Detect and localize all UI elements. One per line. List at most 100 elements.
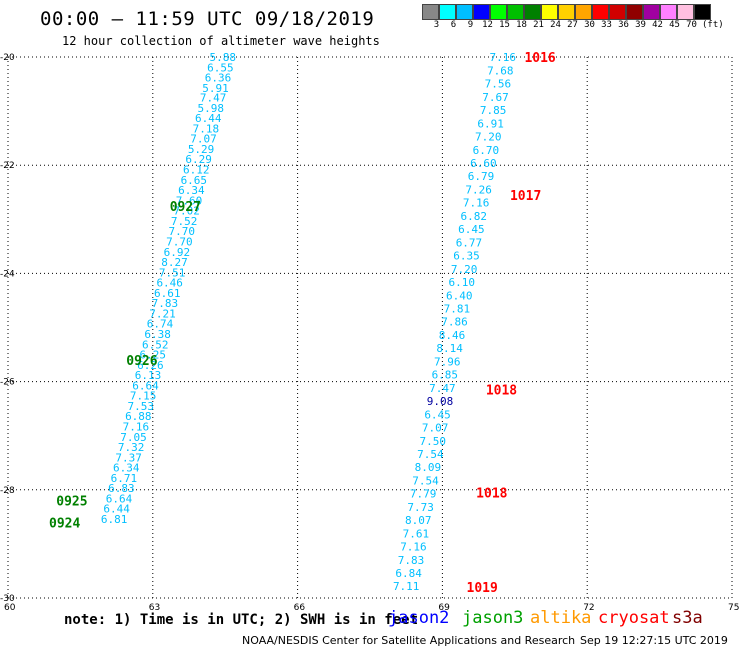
- swh-data-label: 6.34: [113, 462, 140, 475]
- swh-data-label: 5.91: [202, 82, 229, 95]
- chart-subtitle: 12 hour collection of altimeter wave hei…: [62, 34, 380, 48]
- swh-data-label: 6.82: [461, 210, 488, 223]
- legend-swatch: [524, 4, 541, 20]
- legend-swatch: [456, 4, 473, 20]
- legend-label: 70: [686, 20, 697, 30]
- legend-swatch: [677, 4, 694, 20]
- legend-label: 6: [450, 20, 457, 30]
- x-tick-label: 60: [4, 603, 16, 613]
- legend-swatch: [575, 4, 592, 20]
- swh-data-label: 7.53: [127, 400, 154, 413]
- time-label: 0924: [49, 516, 80, 531]
- swh-data-label: 7.18: [193, 122, 220, 135]
- time-label: 1019: [467, 581, 498, 596]
- swh-data-label: 7.60: [176, 194, 203, 207]
- legend-label: 21: [533, 20, 544, 30]
- time-label: 1016: [524, 51, 555, 66]
- swh-data-label: 6.91: [477, 118, 504, 131]
- swh-data-label: 6.64: [106, 492, 133, 505]
- swh-data-label: 7.85: [480, 104, 507, 117]
- swh-data-label: 7.81: [444, 303, 471, 316]
- swh-data-label: 6.45: [424, 409, 451, 422]
- legend-swatch: [643, 4, 660, 20]
- legend-swatch: [660, 4, 677, 20]
- y-tick-label: -30: [0, 594, 15, 604]
- swh-data-label: 6.10: [448, 276, 475, 289]
- swh-data-label: 7.32: [118, 441, 145, 454]
- legend-label: 36: [618, 20, 629, 30]
- swh-data-label: 6.88: [125, 410, 152, 423]
- swh-data-label: 6.38: [144, 328, 171, 341]
- swh-data-label: 5.98: [197, 102, 224, 115]
- swh-data-label: 8.07: [405, 514, 432, 527]
- x-tick-label: 75: [728, 603, 739, 613]
- legend-label: 12: [482, 20, 493, 30]
- swh-data-label: 7.05: [120, 431, 147, 444]
- swh-data-label: 7.73: [407, 501, 434, 514]
- legend-label: 45: [669, 20, 680, 30]
- footer-note: note: 1) Time is in UTC; 2) SWH is in fe…: [64, 612, 419, 628]
- swh-data-label: 6.44: [103, 503, 130, 516]
- legend-label: 30: [584, 20, 595, 30]
- swh-data-label: 6.44: [195, 112, 222, 125]
- swh-data-label: 5.88: [210, 51, 237, 64]
- swh-data-label: 7.07: [422, 422, 449, 435]
- time-label: 1018: [486, 384, 517, 399]
- swh-data-label: 7.50: [419, 435, 446, 448]
- swh-data-label: 7.70: [166, 235, 193, 248]
- swh-data-label: 6.46: [156, 277, 183, 290]
- swh-data-label: 8.46: [439, 329, 466, 342]
- swh-data-label: 6.26: [137, 359, 164, 372]
- x-tick-label: 69: [438, 603, 450, 613]
- swh-data-label: 6.81: [101, 513, 128, 526]
- legend-unit: (ft): [702, 20, 724, 30]
- legend-swatch: [558, 4, 575, 20]
- y-tick-label: -24: [0, 269, 15, 279]
- swh-data-label: 7.16: [123, 421, 150, 434]
- legend-label: 9: [467, 20, 474, 30]
- swh-data-label: 6.79: [468, 170, 495, 183]
- legend-swatches: [422, 4, 724, 20]
- y-tick-label: -20: [0, 53, 15, 63]
- legend-swatch: [490, 4, 507, 20]
- legend-label: 39: [635, 20, 646, 30]
- swh-data-label: 6.36: [205, 72, 232, 85]
- swh-data-label: 6.84: [395, 567, 422, 580]
- swh-data-label: 7.51: [159, 266, 186, 279]
- swh-data-label: 6.45: [458, 223, 485, 236]
- swh-data-label: 8.14: [436, 342, 463, 355]
- swh-data-label: 6.40: [446, 290, 473, 303]
- legend-label: 24: [550, 20, 561, 30]
- swh-data-label: 7.83: [398, 554, 425, 567]
- swh-data-label: 6.64: [132, 379, 159, 392]
- x-tick-label: 63: [149, 603, 160, 613]
- legend-label: 3: [433, 20, 440, 30]
- swh-data-label: 6.12: [183, 164, 210, 177]
- legend-swatch: [592, 4, 609, 20]
- swh-data-label: 6.74: [147, 318, 174, 331]
- swh-data-label: 7.67: [482, 91, 509, 104]
- swh-data-label: 7.47: [200, 92, 227, 105]
- swh-data-label: 6.55: [207, 61, 234, 74]
- swh-data-label: 7.11: [393, 580, 420, 593]
- swh-data-label: 7.20: [451, 263, 478, 276]
- swh-data-label: 7.70: [169, 225, 196, 238]
- swh-data-label: 7.21: [149, 307, 176, 320]
- satellite-legend-cryosat: cryosat: [598, 608, 670, 628]
- legend-swatch: [609, 4, 626, 20]
- legend-swatch: [422, 4, 439, 20]
- swh-data-label: 7.56: [485, 78, 512, 91]
- credit-text: NOAA/NESDIS Center for Satellite Applica…: [242, 634, 576, 647]
- swh-data-label: 6.29: [185, 153, 212, 166]
- swh-data-label: 7.86: [441, 316, 468, 329]
- legend-label: 15: [499, 20, 510, 30]
- time-label: 1018: [476, 487, 507, 502]
- swh-data-label: 6.85: [432, 369, 459, 382]
- swh-data-label: 7.83: [152, 297, 179, 310]
- swh-data-label: 7.68: [487, 65, 514, 78]
- swh-data-label: 6.65: [181, 174, 208, 187]
- swh-data-label: 7.15: [130, 390, 157, 403]
- swh-data-label: 7.54: [412, 475, 439, 488]
- swh-data-label: 7.96: [434, 356, 461, 369]
- satellite-legend-jason3: jason3: [462, 608, 524, 628]
